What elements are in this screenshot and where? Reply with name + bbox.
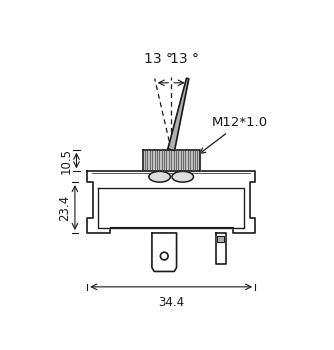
Text: 13 °: 13 ° (170, 52, 199, 66)
Polygon shape (152, 233, 177, 272)
Text: M12*1.0: M12*1.0 (200, 116, 268, 153)
Polygon shape (217, 236, 224, 242)
Text: 13 °: 13 ° (144, 52, 173, 66)
Polygon shape (143, 150, 200, 171)
Polygon shape (168, 78, 189, 150)
Text: 10.5: 10.5 (60, 148, 73, 174)
Polygon shape (87, 172, 255, 233)
Polygon shape (98, 188, 244, 228)
Polygon shape (216, 233, 226, 264)
Text: 23.4: 23.4 (58, 195, 71, 220)
Polygon shape (110, 227, 233, 233)
Text: 34.4: 34.4 (158, 296, 184, 309)
Ellipse shape (172, 172, 193, 182)
Circle shape (160, 252, 168, 260)
Ellipse shape (149, 172, 170, 182)
